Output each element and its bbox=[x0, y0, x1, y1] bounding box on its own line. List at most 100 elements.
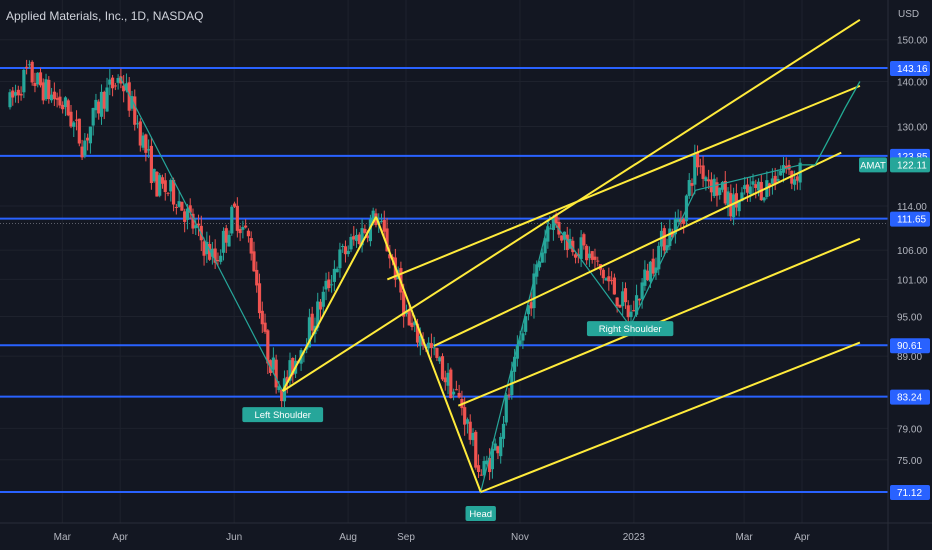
candle-body bbox=[19, 93, 23, 96]
candle-body bbox=[734, 193, 738, 208]
candle-body bbox=[232, 203, 237, 207]
candle-body bbox=[11, 90, 15, 98]
candle-body bbox=[621, 291, 625, 307]
candle-body bbox=[86, 137, 90, 141]
candle-body bbox=[776, 178, 780, 181]
level-tag bbox=[890, 211, 930, 227]
candle-body bbox=[579, 237, 583, 259]
candle-body bbox=[723, 181, 727, 204]
candle-body bbox=[332, 268, 336, 282]
candle-body bbox=[790, 170, 794, 184]
candle-body bbox=[676, 218, 680, 222]
candle-body bbox=[22, 69, 26, 93]
candle-body bbox=[324, 280, 328, 290]
candle-body bbox=[468, 421, 472, 440]
candle-body bbox=[496, 446, 500, 454]
candle-body bbox=[124, 83, 129, 91]
candle-body bbox=[354, 235, 359, 241]
level-tag-label: 123.85 bbox=[897, 152, 928, 163]
candle-body bbox=[41, 82, 45, 101]
candle-body bbox=[49, 94, 54, 101]
candle-body bbox=[701, 165, 705, 179]
candle-body bbox=[440, 356, 445, 380]
candle-body bbox=[83, 140, 87, 156]
level-tag-label: 83.24 bbox=[897, 393, 922, 404]
candle-body bbox=[731, 194, 736, 218]
candle-body bbox=[740, 192, 744, 202]
candle-body bbox=[546, 226, 550, 242]
candle-body bbox=[341, 245, 345, 247]
candle-body bbox=[640, 282, 644, 300]
candle-body bbox=[773, 175, 777, 185]
candle-body bbox=[427, 342, 431, 349]
x-tick-label: Aug bbox=[339, 532, 357, 543]
candle-body bbox=[63, 97, 68, 108]
candle-body bbox=[69, 111, 73, 127]
candle-body bbox=[72, 122, 76, 127]
candle-body bbox=[745, 184, 750, 193]
x-tick-label: Apr bbox=[794, 532, 810, 543]
candle-body bbox=[205, 241, 209, 255]
level-tag-label: 90.61 bbox=[897, 341, 922, 352]
candle-body bbox=[194, 225, 198, 229]
candle-body bbox=[141, 135, 145, 148]
candle-body bbox=[25, 66, 29, 69]
candle-body bbox=[693, 154, 697, 185]
candle-body bbox=[135, 123, 140, 125]
candle-body bbox=[74, 119, 79, 121]
candle-body bbox=[665, 245, 669, 251]
candle-body bbox=[307, 317, 312, 348]
candle-body bbox=[565, 234, 569, 251]
candle-body bbox=[490, 448, 494, 470]
candle-body bbox=[737, 200, 741, 212]
candle-body bbox=[524, 316, 528, 332]
candle-body bbox=[654, 267, 658, 273]
candle-body bbox=[493, 443, 497, 451]
channel-line bbox=[480, 341, 861, 493]
candle-body bbox=[180, 201, 184, 211]
candle-body bbox=[485, 460, 489, 465]
candle-body bbox=[540, 252, 544, 263]
candle-body bbox=[238, 229, 242, 234]
y-tick-label: 130.00 bbox=[897, 122, 928, 133]
candle-body bbox=[108, 79, 112, 85]
candle-body bbox=[52, 91, 56, 100]
candle-body bbox=[601, 269, 605, 279]
candle-body bbox=[183, 211, 187, 222]
candle-body bbox=[571, 240, 575, 253]
candle-body bbox=[138, 121, 142, 146]
candle-body bbox=[443, 377, 447, 383]
candle-body bbox=[549, 228, 553, 230]
candle-body bbox=[160, 177, 165, 184]
candle-body bbox=[91, 107, 95, 126]
candle-body bbox=[241, 227, 245, 230]
candle-body bbox=[171, 179, 176, 205]
candle-body bbox=[673, 218, 677, 235]
candle-body bbox=[163, 180, 167, 193]
pattern-label: Left Shoulder bbox=[254, 410, 311, 421]
candle-body bbox=[235, 205, 239, 231]
last-price-tag bbox=[890, 157, 930, 173]
level-tag bbox=[890, 61, 930, 76]
candle-body bbox=[504, 394, 508, 423]
candle-body bbox=[360, 228, 364, 246]
candle-body bbox=[407, 309, 411, 326]
candle-body bbox=[274, 359, 278, 388]
candle-body bbox=[512, 356, 517, 372]
candle-body bbox=[316, 301, 320, 328]
candle-body bbox=[751, 181, 755, 185]
candle-body bbox=[573, 254, 578, 258]
candle-body bbox=[756, 181, 761, 191]
candle-body bbox=[651, 258, 655, 274]
candle-body bbox=[632, 310, 636, 312]
candle-body bbox=[795, 176, 799, 181]
candle-body bbox=[266, 330, 270, 364]
candle-body bbox=[690, 183, 694, 186]
x-tick-label: Nov bbox=[511, 532, 529, 543]
candle-body bbox=[618, 304, 622, 308]
candle-body bbox=[418, 335, 422, 346]
candle-body bbox=[646, 270, 650, 281]
y-tick-label: 89.00 bbox=[897, 352, 922, 363]
candle-body bbox=[246, 230, 251, 237]
